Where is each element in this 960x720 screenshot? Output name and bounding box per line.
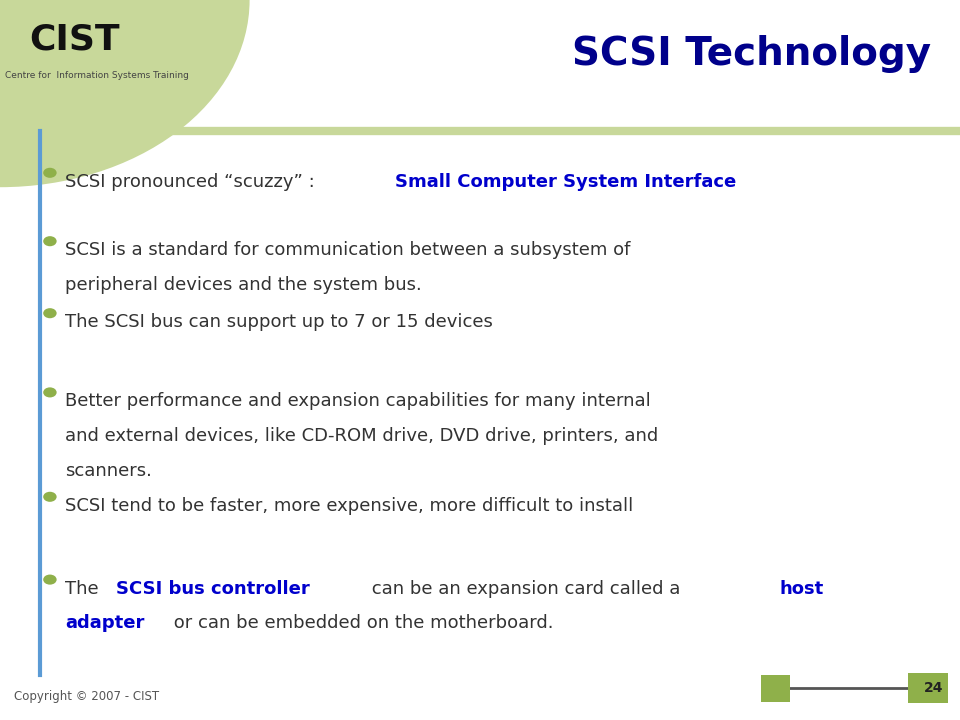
Text: SCSI Technology: SCSI Technology [572, 35, 931, 73]
Text: scanners.: scanners. [65, 462, 152, 480]
Text: The: The [65, 580, 105, 598]
Bar [761, 675, 790, 702]
Text: SCSI is a standard for communication between a subsystem of: SCSI is a standard for communication bet… [65, 241, 631, 259]
Text: SCSI bus controller: SCSI bus controller [116, 580, 310, 598]
Text: SCSI pronounced “scuzzy” :: SCSI pronounced “scuzzy” : [65, 173, 321, 191]
Text: host: host [780, 580, 824, 598]
Wedge shape [0, 0, 250, 187]
Text: Small Computer System Interface: Small Computer System Interface [395, 173, 736, 191]
Circle shape [43, 236, 57, 246]
Text: CIST: CIST [29, 22, 119, 57]
Text: peripheral devices and the system bus.: peripheral devices and the system bus. [65, 276, 422, 294]
Text: Copyright © 2007 - CIST: Copyright © 2007 - CIST [14, 690, 159, 703]
Circle shape [43, 575, 57, 585]
Text: can be an expansion card called a: can be an expansion card called a [366, 580, 686, 598]
Bar [907, 673, 948, 703]
Circle shape [43, 492, 57, 502]
Circle shape [43, 168, 57, 178]
Text: SCSI tend to be faster, more expensive, more difficult to install: SCSI tend to be faster, more expensive, … [65, 497, 634, 515]
Circle shape [43, 308, 57, 318]
Text: Centre for  Information Systems Training: Centre for Information Systems Training [5, 71, 189, 80]
Text: Better performance and expansion capabilities for many internal: Better performance and expansion capabil… [65, 392, 651, 410]
Text: 24: 24 [924, 681, 944, 696]
Text: The SCSI bus can support up to 7 or 15 devices: The SCSI bus can support up to 7 or 15 d… [65, 313, 493, 331]
Text: or can be embedded on the motherboard.: or can be embedded on the motherboard. [168, 614, 553, 632]
Text: adapter: adapter [65, 614, 145, 632]
Text: and external devices, like CD-ROM drive, DVD drive, printers, and: and external devices, like CD-ROM drive,… [65, 427, 659, 445]
Circle shape [43, 387, 57, 397]
